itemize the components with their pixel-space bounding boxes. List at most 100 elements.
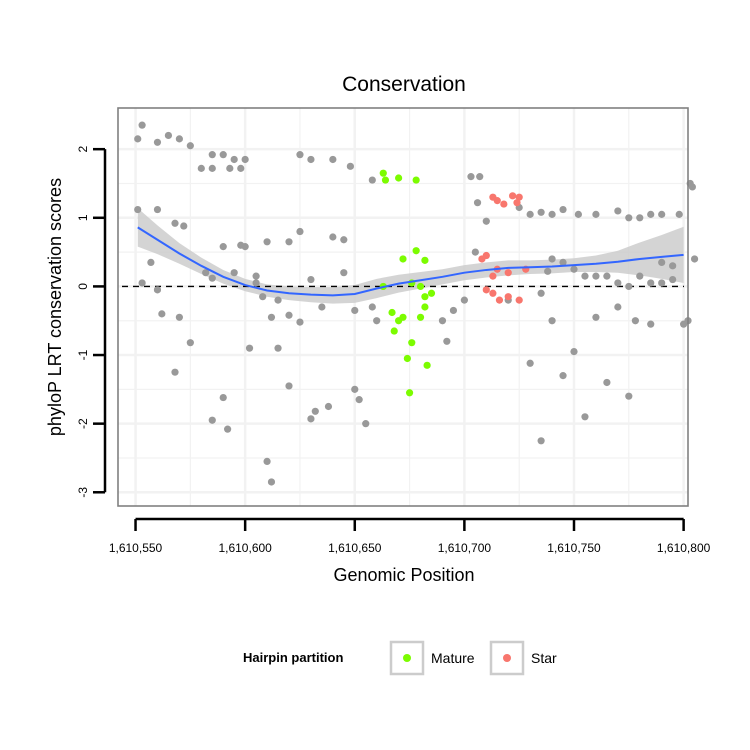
legend-key-mature [403,654,411,662]
x-axis: 1,610,550 1,610,600 1,610,650 1,610,700 1,61… [109,517,711,555]
point-other [473,199,482,207]
legend-key-star [503,654,511,662]
point-other [592,210,600,218]
point-other [230,269,238,277]
point-other [285,311,293,319]
point-mature [416,282,425,291]
point-star [495,296,504,304]
point-other [690,255,699,263]
point-star [478,255,486,263]
point-other [197,164,205,172]
point-other [614,207,622,215]
point-other [134,205,142,214]
point-other [346,162,354,170]
point-other [237,164,245,172]
point-other [675,210,683,218]
y-axis-title: phyloP LRT conservation scores [45,178,65,436]
chart-title: Conservation [342,73,466,96]
point-other [625,214,633,222]
point-star [515,193,523,201]
point-other [355,396,363,404]
point-mature [388,308,396,317]
point-other [219,151,227,159]
point-other [164,131,173,140]
point-other [340,236,348,244]
point-other [296,227,304,236]
point-other [548,317,556,325]
point-other [658,210,666,218]
point-mature [399,313,407,321]
point-other [548,255,556,263]
point-mature [405,389,414,397]
point-other [548,210,556,218]
point-other [252,279,260,287]
point-other [636,272,644,280]
point-other [603,272,611,280]
point-mature [421,293,429,301]
point-other [537,289,545,297]
point-other [614,279,622,287]
point-mature [423,361,431,369]
point-mature [427,289,436,297]
point-other [340,269,348,277]
point-mature [416,313,425,321]
point-other [153,138,162,146]
point-other [158,310,166,318]
point-star [513,199,521,207]
x-tick-label: 1,610,600 [218,541,272,555]
point-other [208,416,216,424]
point-mature [379,169,387,177]
point-other [153,286,162,294]
point-other [285,382,293,390]
point-other [537,208,545,216]
point-other [219,243,227,251]
point-other [324,402,333,411]
y-tick-label: 1 [76,214,90,221]
point-other [252,272,260,280]
point-other [351,385,359,393]
point-other [471,248,479,256]
point-other [351,306,359,315]
point-other [559,205,567,214]
point-other [267,313,276,321]
point-other [329,233,337,241]
legend-title: Hairpin partition [243,650,343,665]
point-other [373,317,381,325]
point-other [625,392,633,400]
point-other [592,272,600,280]
point-other [647,210,655,218]
point-other [658,258,666,266]
x-tick-label: 1,610,800 [657,541,711,555]
point-other [526,359,534,367]
point-other [574,210,582,218]
point-star [515,296,523,304]
legend-label-mature: Mature [431,650,475,666]
point-other [208,274,216,282]
point-other [263,457,271,465]
point-other [368,176,376,184]
point-other [544,267,552,275]
point-other [570,265,578,273]
point-other [259,293,267,301]
y-tick-label: -1 [76,349,90,360]
point-mature [390,327,398,335]
point-other [526,210,534,218]
point-other [570,348,578,356]
point-mature [421,256,429,264]
point-other [296,151,304,159]
point-star [489,289,497,297]
point-other [241,243,249,251]
point-other [467,173,475,181]
point-other [241,155,249,164]
point-other [263,238,271,246]
point-other [658,279,666,287]
point-other [307,155,315,164]
point-other [559,372,567,380]
point-star [493,197,501,205]
point-other [171,368,179,376]
point-other [180,222,188,230]
point-other [669,275,677,284]
point-star [482,286,490,294]
